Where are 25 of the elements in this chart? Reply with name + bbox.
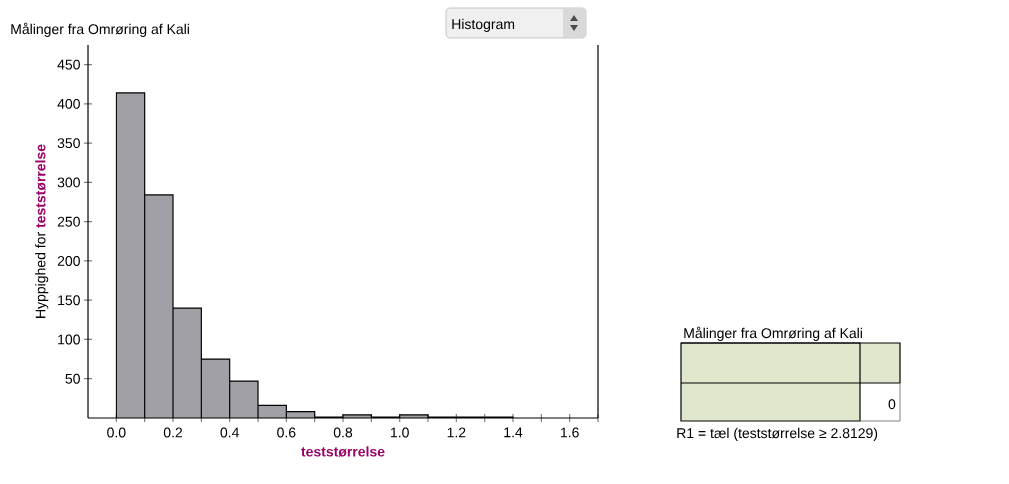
y-tick-label: 400 bbox=[57, 98, 80, 109]
x-tick-label: 1.4 bbox=[504, 427, 523, 438]
x-tick-label: 0.2 bbox=[163, 427, 183, 438]
x-tick-label: 0.8 bbox=[333, 427, 353, 438]
y-tick-label: 300 bbox=[57, 177, 80, 188]
y-tick-label: 450 bbox=[57, 59, 80, 70]
x-tick-label: 1.2 bbox=[447, 427, 466, 438]
y-tick-label: 250 bbox=[57, 216, 80, 227]
y-axis-title: Hyppighed for teststørrelse bbox=[35, 144, 49, 318]
chart-title: Målinger fra Omrøring af Kali bbox=[11, 22, 189, 37]
x-tick-label: 1.6 bbox=[561, 427, 579, 438]
text: Målinger fra Omrøring af Kali bbox=[684, 326, 862, 341]
y-tick-label: 100 bbox=[58, 334, 80, 345]
text: R1 = tæl (teststørrelse ≥ 2.8129) bbox=[677, 427, 878, 441]
y-tick-label: 350 bbox=[57, 138, 80, 149]
x-tick-label: 1.0 bbox=[391, 427, 409, 438]
y-tick-label: 50 bbox=[65, 373, 80, 384]
y-tick-label: 150 bbox=[58, 295, 80, 306]
text: 0 bbox=[888, 399, 896, 410]
x-tick-label: 0.0 bbox=[107, 427, 126, 438]
y-tick-label: 200 bbox=[57, 255, 80, 266]
x-tick-label: 0.6 bbox=[277, 427, 296, 438]
x-axis-title: teststørrelse bbox=[301, 446, 385, 457]
x-tick-label: 0.4 bbox=[220, 427, 239, 438]
text: Histogram bbox=[452, 18, 515, 32]
